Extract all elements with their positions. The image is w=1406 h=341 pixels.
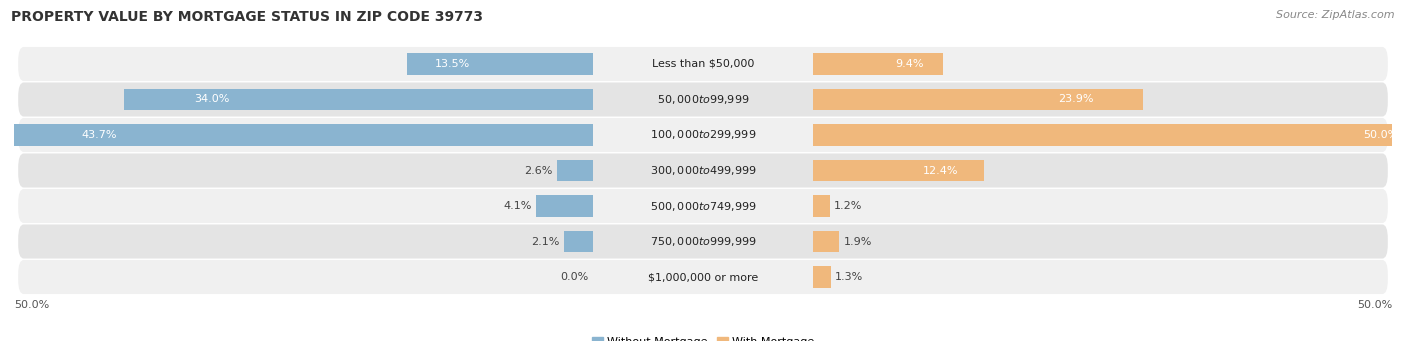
Text: $50,000 to $99,999: $50,000 to $99,999 xyxy=(657,93,749,106)
Text: 50.0%: 50.0% xyxy=(1357,300,1392,310)
Text: 50.0%: 50.0% xyxy=(14,300,49,310)
FancyBboxPatch shape xyxy=(18,118,1388,152)
Bar xyxy=(813,160,984,181)
Text: 34.0%: 34.0% xyxy=(194,94,231,104)
Text: 2.1%: 2.1% xyxy=(531,237,560,247)
Text: 1.9%: 1.9% xyxy=(844,237,872,247)
Bar xyxy=(813,195,830,217)
Text: 4.1%: 4.1% xyxy=(503,201,531,211)
Text: $500,000 to $749,999: $500,000 to $749,999 xyxy=(650,199,756,212)
FancyBboxPatch shape xyxy=(18,260,1388,294)
Text: Source: ZipAtlas.com: Source: ZipAtlas.com xyxy=(1277,10,1395,20)
Text: $1,000,000 or more: $1,000,000 or more xyxy=(648,272,758,282)
Text: 2.6%: 2.6% xyxy=(524,165,553,176)
Text: 1.3%: 1.3% xyxy=(835,272,863,282)
Bar xyxy=(564,231,593,252)
Text: $300,000 to $499,999: $300,000 to $499,999 xyxy=(650,164,756,177)
Bar xyxy=(124,89,593,110)
FancyBboxPatch shape xyxy=(18,224,1388,258)
Text: 12.4%: 12.4% xyxy=(922,165,959,176)
Text: PROPERTY VALUE BY MORTGAGE STATUS IN ZIP CODE 39773: PROPERTY VALUE BY MORTGAGE STATUS IN ZIP… xyxy=(11,10,484,24)
Bar xyxy=(813,89,1143,110)
Text: $100,000 to $299,999: $100,000 to $299,999 xyxy=(650,129,756,142)
FancyBboxPatch shape xyxy=(18,189,1388,223)
Text: $750,000 to $999,999: $750,000 to $999,999 xyxy=(650,235,756,248)
Text: 13.5%: 13.5% xyxy=(434,59,470,69)
Text: 43.7%: 43.7% xyxy=(82,130,117,140)
Text: 23.9%: 23.9% xyxy=(1057,94,1092,104)
Bar xyxy=(813,53,943,75)
Legend: Without Mortgage, With Mortgage: Without Mortgage, With Mortgage xyxy=(588,332,818,341)
Text: 0.0%: 0.0% xyxy=(561,272,589,282)
Bar xyxy=(0,124,593,146)
Bar xyxy=(557,160,593,181)
Bar xyxy=(536,195,593,217)
Text: 1.2%: 1.2% xyxy=(834,201,862,211)
FancyBboxPatch shape xyxy=(18,153,1388,188)
Bar xyxy=(813,124,1406,146)
Bar xyxy=(813,231,839,252)
Text: Less than $50,000: Less than $50,000 xyxy=(652,59,754,69)
Text: 50.0%: 50.0% xyxy=(1364,130,1399,140)
FancyBboxPatch shape xyxy=(18,47,1388,81)
FancyBboxPatch shape xyxy=(18,83,1388,117)
Text: 9.4%: 9.4% xyxy=(894,59,924,69)
Bar xyxy=(406,53,593,75)
Bar xyxy=(813,266,831,288)
